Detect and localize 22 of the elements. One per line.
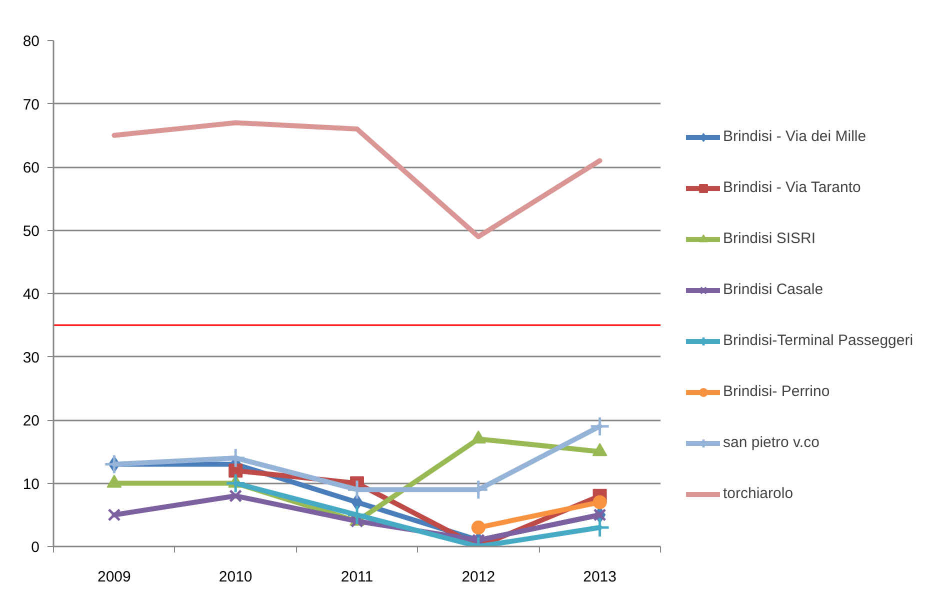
x-tick-label: 2013 — [583, 568, 616, 586]
y-tick-label: 70 — [22, 96, 40, 114]
y-tick-label: 30 — [22, 349, 40, 366]
x-tick-label: 2012 — [462, 568, 496, 586]
y-tick-label: 60 — [22, 160, 40, 176]
x-tick-label: 2009 — [98, 568, 131, 586]
legend-label: Brindisi Casale — [723, 280, 824, 300]
y-tick-label: 0 — [31, 539, 40, 556]
x-tick-label: 2011 — [340, 568, 374, 586]
y-tick-label: 50 — [22, 222, 40, 240]
x-tick-label: 2010 — [218, 568, 252, 586]
legend-label: torchiarolo — [723, 484, 794, 504]
legend-label: Brindisi-Terminal Passeggeri — [723, 331, 914, 350]
legend-label: san pietro v.co — [723, 433, 820, 452]
y-tick-label: 20 — [22, 412, 40, 430]
legend-label: Brindisi - Via Taranto — [723, 178, 861, 198]
y-tick-label: 10 — [22, 476, 40, 493]
legend-label: Brindisi- Perrino — [723, 382, 830, 402]
y-tick-label: 80 — [22, 33, 40, 50]
legend-label: Brindisi SISRI — [723, 229, 816, 248]
y-tick-label: 40 — [22, 286, 40, 303]
legend-label: Brindisi - Via dei Mille — [723, 127, 866, 146]
